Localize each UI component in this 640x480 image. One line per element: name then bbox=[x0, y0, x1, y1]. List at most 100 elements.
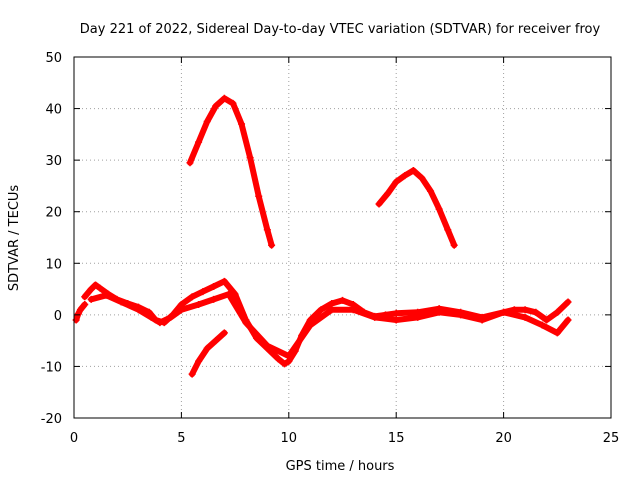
data-point-arc-2 bbox=[543, 316, 551, 324]
data-point-arc-3 bbox=[102, 291, 110, 299]
data-point-arc-6 bbox=[418, 174, 426, 182]
data-point-arc-3 bbox=[306, 321, 314, 329]
data-point-arc-2 bbox=[339, 296, 346, 304]
data-point-arc-3 bbox=[457, 311, 465, 319]
data-point-arc-2 bbox=[281, 360, 289, 368]
data-point-arc-3 bbox=[167, 313, 175, 321]
series-arc-4-band bbox=[187, 95, 275, 249]
series-arc-1-band bbox=[73, 301, 88, 323]
data-point-arc-3 bbox=[500, 308, 508, 316]
data-point-arc-2 bbox=[188, 293, 196, 301]
data-point-arc-5 bbox=[203, 344, 211, 352]
data-point-arc-3 bbox=[177, 306, 185, 314]
data-point-arc-4 bbox=[220, 94, 228, 102]
data-point-arc-3 bbox=[478, 316, 486, 324]
data-point-arc-2 bbox=[532, 308, 540, 316]
data-point-arc-1 bbox=[76, 306, 84, 314]
series-arc-6-band bbox=[376, 167, 458, 249]
data-point-arc-6 bbox=[384, 190, 392, 198]
data-point-arc-4 bbox=[268, 241, 276, 249]
data-point-arc-3 bbox=[538, 321, 546, 329]
data-point-arc-3 bbox=[371, 313, 379, 321]
data-point-arc-6 bbox=[450, 241, 458, 249]
data-point-arc-3 bbox=[242, 319, 250, 327]
data-point-arc-2 bbox=[199, 288, 207, 296]
data-point-arc-4 bbox=[212, 102, 220, 110]
x-tick-label: 10 bbox=[281, 431, 298, 446]
data-point-arc-2 bbox=[210, 282, 218, 290]
data-point-arc-4 bbox=[203, 117, 211, 125]
x-tick-label: 25 bbox=[603, 431, 620, 446]
data-series bbox=[72, 94, 572, 378]
data-point-arc-2 bbox=[564, 298, 572, 306]
data-point-arc-2 bbox=[328, 300, 336, 308]
data-point-arc-6 bbox=[444, 226, 452, 234]
data-point-arc-3 bbox=[147, 313, 155, 321]
data-point-arc-2 bbox=[81, 293, 89, 301]
data-point-arc-3 bbox=[210, 295, 218, 303]
x-tick-label: 5 bbox=[177, 431, 185, 446]
data-point-arc-6 bbox=[375, 200, 383, 208]
data-point-arc-4 bbox=[238, 120, 246, 128]
data-point-arc-2 bbox=[231, 290, 239, 298]
data-point-arc-3 bbox=[263, 342, 271, 350]
data-point-arc-2 bbox=[274, 355, 282, 363]
data-point-arc-2 bbox=[392, 309, 400, 317]
data-point-arc-4 bbox=[195, 138, 203, 146]
plot-frame bbox=[73, 56, 612, 419]
data-point-arc-4 bbox=[263, 226, 271, 234]
data-point-arc-3 bbox=[414, 313, 422, 321]
data-point-arc-3 bbox=[553, 329, 561, 337]
data-point-arc-1 bbox=[74, 310, 82, 318]
data-point-arc-6 bbox=[409, 166, 417, 174]
y-tick-label: -20 bbox=[41, 412, 62, 427]
series-arc-3-band bbox=[88, 291, 571, 360]
data-point-arc-6 bbox=[435, 205, 443, 213]
data-point-arc-6 bbox=[392, 178, 400, 186]
x-tick-label: 15 bbox=[388, 431, 405, 446]
data-point-arc-3 bbox=[87, 295, 95, 303]
data-point-arc-6 bbox=[427, 187, 435, 195]
y-tick-label: 50 bbox=[45, 51, 62, 66]
data-point-arc-3 bbox=[521, 313, 529, 321]
data-point-arc-3 bbox=[195, 301, 203, 309]
x-axis-title: GPS time / hours bbox=[286, 459, 395, 474]
data-point-arc-3 bbox=[156, 319, 164, 327]
y-tick-label: 40 bbox=[45, 103, 62, 118]
data-point-arc-3 bbox=[285, 352, 293, 360]
data-point-arc-3 bbox=[349, 306, 357, 314]
data-point-arc-1 bbox=[81, 301, 89, 309]
y-tick-label: 0 bbox=[54, 309, 62, 324]
data-point-arc-4 bbox=[246, 154, 254, 162]
data-point-arc-3 bbox=[117, 298, 125, 306]
data-point-arc-2 bbox=[317, 306, 325, 314]
x-tick-label: 0 bbox=[70, 431, 78, 446]
data-point-arc-2 bbox=[87, 285, 95, 293]
y-tick-label: 10 bbox=[45, 257, 62, 272]
data-point-arc-4 bbox=[229, 99, 237, 107]
data-point-arc-5 bbox=[220, 329, 228, 337]
data-point-arc-2 bbox=[91, 281, 99, 289]
data-point-arc-2 bbox=[96, 284, 104, 292]
data-point-arc-5 bbox=[212, 337, 220, 345]
data-point-arc-3 bbox=[134, 306, 142, 314]
data-point-arc-5 bbox=[195, 357, 203, 365]
data-point-arc-5 bbox=[188, 370, 196, 378]
y-tick-label: -10 bbox=[41, 360, 62, 375]
x-tick-label: 20 bbox=[495, 431, 512, 446]
grid-lines bbox=[74, 57, 611, 418]
data-point-arc-3 bbox=[225, 290, 233, 298]
data-point-arc-3 bbox=[435, 308, 443, 316]
axis-ticks: 0 5 10 15 20 25 -20 -10 0 10 20 30 40 50 bbox=[41, 51, 620, 446]
y-tick-label: 20 bbox=[45, 206, 62, 221]
series-arc-5-band bbox=[189, 329, 228, 378]
y-axis-title: SDTVAR / TECUs bbox=[7, 185, 22, 292]
data-point-arc-4 bbox=[255, 192, 263, 200]
data-point-arc-2 bbox=[220, 277, 228, 285]
data-point-arc-3 bbox=[392, 316, 400, 324]
data-point-arc-6 bbox=[401, 172, 409, 180]
data-point-arc-2 bbox=[521, 306, 529, 314]
data-point-arc-2 bbox=[553, 308, 561, 316]
data-point-arc-4 bbox=[186, 159, 194, 167]
